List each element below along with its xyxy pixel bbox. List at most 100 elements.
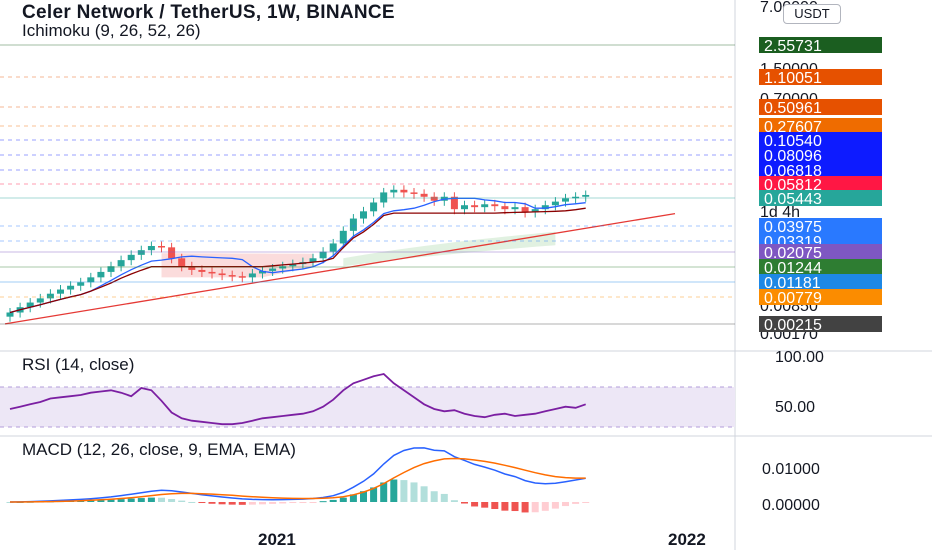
price-axis-tick: 1d 4h bbox=[760, 204, 800, 221]
rsi-legend[interactable]: RSI (14, close) bbox=[22, 355, 135, 374]
macd-histogram-bar bbox=[450, 500, 458, 502]
rsi-pane[interactable] bbox=[0, 373, 735, 428]
macd-histogram-bar bbox=[168, 499, 176, 502]
price-label-badge bbox=[759, 190, 882, 206]
price-label-value: 0.27607 bbox=[764, 119, 822, 136]
macd-histogram-bar bbox=[218, 502, 226, 505]
macd-pane[interactable] bbox=[6, 447, 590, 513]
price-label-value: 0.02075 bbox=[764, 245, 822, 262]
rsi-line bbox=[9, 373, 586, 426]
macd-axis-tick: 0.01000 bbox=[762, 461, 820, 478]
price-label-value: 0.00215 bbox=[764, 317, 822, 334]
macd-histogram-bar bbox=[279, 502, 287, 504]
macd-histogram-bar bbox=[410, 482, 418, 502]
price-label-badge bbox=[759, 118, 882, 134]
rsi-axis-tick: 100.00 bbox=[775, 349, 824, 366]
candle-body bbox=[178, 258, 186, 267]
macd-histogram-bar bbox=[339, 497, 347, 502]
candle-body bbox=[269, 268, 277, 271]
macd-histogram-bar bbox=[471, 502, 479, 507]
candle-body bbox=[218, 273, 226, 276]
candle-body bbox=[127, 254, 135, 261]
macd-histogram-bar bbox=[349, 494, 357, 502]
candle-body bbox=[521, 207, 529, 213]
macd-histogram-bar bbox=[541, 502, 549, 511]
macd-histogram-bar bbox=[380, 482, 388, 502]
price-label-badge bbox=[759, 289, 882, 305]
candle-body bbox=[198, 269, 206, 272]
price-pane[interactable] bbox=[0, 44, 735, 325]
candle-body bbox=[168, 247, 176, 259]
macd-histogram-bar bbox=[329, 499, 337, 502]
candle-body bbox=[289, 264, 297, 267]
macd-histogram-bar bbox=[370, 487, 378, 502]
price-label-badge bbox=[759, 132, 882, 148]
candle-body bbox=[551, 201, 559, 206]
candle-body bbox=[46, 293, 54, 299]
candle-body bbox=[461, 205, 468, 210]
currency-button[interactable]: USDT bbox=[783, 4, 841, 24]
macd-line bbox=[9, 447, 586, 503]
rsi-band bbox=[0, 387, 735, 427]
macd-histogram-bar bbox=[188, 501, 196, 503]
candle-body bbox=[491, 204, 499, 207]
candle-body bbox=[501, 206, 509, 210]
macd-histogram-bar bbox=[259, 502, 266, 505]
candle-body bbox=[541, 205, 549, 210]
price-label-badge bbox=[759, 147, 882, 163]
candle-body bbox=[248, 273, 256, 278]
macd-histogram-bar bbox=[511, 502, 519, 512]
macd-histogram-bar bbox=[198, 502, 206, 504]
macd-histogram-bar bbox=[562, 502, 569, 507]
macd-histogram-bar bbox=[228, 502, 236, 505]
macd-histogram-bar bbox=[178, 500, 186, 502]
time-axis[interactable]: 2021 2022 bbox=[258, 530, 706, 549]
candle-body bbox=[582, 194, 590, 197]
candle-body bbox=[349, 218, 357, 231]
candle-body bbox=[158, 246, 165, 248]
candle-body bbox=[339, 230, 347, 244]
macd-histogram-bar bbox=[390, 479, 398, 502]
candle-body bbox=[471, 205, 479, 208]
macd-histogram-bar bbox=[248, 502, 256, 505]
macd-histogram-bar bbox=[360, 491, 367, 502]
candle-body bbox=[36, 298, 44, 303]
candle-body bbox=[188, 266, 196, 270]
candle-body bbox=[450, 196, 458, 210]
price-label-value: 0.03975 bbox=[764, 219, 822, 236]
candle-body bbox=[97, 271, 105, 278]
price-label-value: 0.00779 bbox=[764, 290, 822, 307]
candle-body bbox=[26, 302, 34, 308]
candle-body bbox=[430, 196, 438, 201]
macd-histogram-bar bbox=[430, 491, 438, 502]
macd-histogram-bar bbox=[481, 502, 489, 508]
ichimoku-legend[interactable]: Ichimoku (9, 26, 52, 26) bbox=[22, 21, 201, 40]
rsi-axis-tick: 50.00 bbox=[775, 399, 815, 416]
macd-histogram-bar bbox=[400, 480, 408, 502]
price-label-badge bbox=[759, 244, 882, 260]
macd-histogram-bar bbox=[147, 497, 155, 502]
price-axis[interactable]: 7.000001.500000.700000.105400.080960.068… bbox=[759, 0, 882, 514]
macd-histogram-bar bbox=[420, 486, 428, 502]
candle-body bbox=[360, 211, 367, 219]
macd-histogram-bar bbox=[521, 502, 529, 513]
price-label-badge bbox=[759, 69, 882, 85]
macd-histogram-bar bbox=[117, 499, 125, 502]
macd-legend[interactable]: MACD (12, 26, close, 9, EMA, EMA) bbox=[22, 440, 296, 459]
macd-histogram-bar bbox=[289, 502, 297, 503]
candle-body bbox=[390, 189, 398, 193]
candle-body bbox=[107, 266, 115, 272]
price-label-value: 0.05443 bbox=[764, 191, 822, 208]
candle-body bbox=[147, 246, 155, 251]
price-label-value: 0.10540 bbox=[764, 133, 822, 150]
candle-body bbox=[208, 271, 216, 274]
candle-body bbox=[511, 207, 519, 210]
macd-axis-tick: 0.00000 bbox=[762, 497, 820, 514]
price-label-badge bbox=[759, 274, 882, 290]
candle-body bbox=[370, 202, 378, 212]
candle-body bbox=[87, 277, 95, 283]
candle-body bbox=[67, 285, 75, 290]
macd-histogram-bar bbox=[269, 502, 277, 504]
price-label-badge bbox=[759, 37, 882, 53]
